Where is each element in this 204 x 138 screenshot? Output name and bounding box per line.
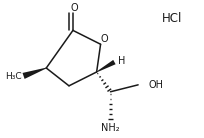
Text: O: O	[70, 3, 77, 13]
Text: HCl: HCl	[161, 12, 181, 25]
Polygon shape	[96, 60, 115, 72]
Text: H: H	[118, 56, 125, 66]
Text: OH: OH	[147, 80, 162, 90]
Text: NH₂: NH₂	[101, 123, 119, 133]
Text: H₃C: H₃C	[5, 72, 21, 81]
Polygon shape	[22, 68, 46, 79]
Text: O: O	[100, 34, 108, 44]
